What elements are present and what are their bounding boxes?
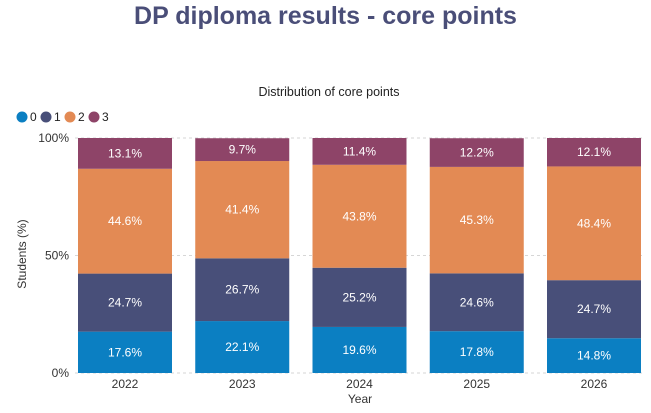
bar-segment bbox=[547, 138, 641, 167]
bar-segment bbox=[195, 161, 290, 259]
data-label: 17.8% bbox=[460, 345, 494, 359]
y-tick-label: 0% bbox=[52, 366, 70, 380]
data-label: 48.4% bbox=[577, 216, 611, 230]
bar-segment bbox=[195, 138, 290, 162]
bar-segment bbox=[312, 267, 407, 327]
legend: 0 1 2 3 bbox=[16, 110, 109, 124]
data-label: 26.7% bbox=[225, 283, 259, 297]
legend-marker bbox=[16, 111, 28, 123]
bar-segment bbox=[312, 164, 407, 268]
data-label: 9.7% bbox=[229, 143, 257, 157]
bar-segment bbox=[429, 273, 524, 332]
data-label: 24.6% bbox=[460, 295, 494, 309]
bars: 17.6% 24.7% 44.6% 13.1% 22.1% 26.7% 41.4% 9.7% 1… bbox=[78, 138, 641, 373]
legend-label: 3 bbox=[102, 110, 109, 124]
data-label: 41.4% bbox=[225, 203, 259, 217]
bar-segment bbox=[429, 138, 524, 167]
legend-marker bbox=[64, 111, 76, 123]
bar-segment bbox=[429, 331, 524, 373]
y-tick-label: 50% bbox=[45, 249, 69, 263]
axis-ticks: 0% 50% 100% 2022 2023 2024 2025 2026 bbox=[38, 131, 607, 391]
data-label: 12.2% bbox=[460, 146, 494, 160]
bar-segment bbox=[78, 168, 172, 274]
x-tick-label: 2024 bbox=[346, 377, 373, 391]
bar-segment bbox=[312, 138, 407, 165]
data-label: 25.2% bbox=[342, 290, 376, 304]
page-title: DP diploma results - core points bbox=[134, 2, 517, 30]
legend-label: 2 bbox=[78, 110, 85, 124]
data-label: 17.6% bbox=[108, 345, 142, 359]
data-label: 19.6% bbox=[342, 343, 376, 357]
data-label: 44.6% bbox=[108, 214, 142, 228]
bar-segment bbox=[195, 258, 290, 322]
legend-marker bbox=[40, 111, 52, 123]
legend-label: 0 bbox=[30, 110, 37, 124]
legend-marker bbox=[88, 111, 100, 123]
x-axis-label: Year bbox=[348, 392, 372, 406]
data-label: 45.3% bbox=[460, 213, 494, 227]
x-tick-label: 2025 bbox=[463, 377, 490, 391]
data-label: 24.7% bbox=[108, 296, 142, 310]
data-label: 43.8% bbox=[342, 209, 376, 223]
bar-segment bbox=[547, 280, 641, 339]
y-tick-label: 100% bbox=[38, 131, 69, 145]
legend-label: 1 bbox=[54, 110, 61, 124]
data-label: 13.1% bbox=[108, 146, 142, 160]
x-tick-label: 2022 bbox=[112, 377, 139, 391]
bar-segment bbox=[78, 138, 172, 169]
bar-segment bbox=[195, 321, 290, 373]
data-label: 22.1% bbox=[225, 340, 259, 354]
bar-segment bbox=[312, 326, 407, 373]
data-label: 14.8% bbox=[577, 349, 611, 363]
data-label: 11.4% bbox=[343, 144, 376, 158]
bar-segment bbox=[547, 166, 641, 281]
bar-segment bbox=[78, 331, 172, 373]
data-label: 24.7% bbox=[577, 302, 611, 316]
x-tick-label: 2026 bbox=[581, 377, 608, 391]
data-label: 12.1% bbox=[577, 145, 611, 159]
y-axis-label: Students (%) bbox=[15, 219, 29, 288]
bar-segment bbox=[78, 273, 172, 332]
chart-title: Distribution of core points bbox=[258, 85, 399, 99]
bar-segment bbox=[429, 166, 524, 274]
bar-segment bbox=[547, 338, 641, 373]
x-tick-label: 2023 bbox=[229, 377, 256, 391]
